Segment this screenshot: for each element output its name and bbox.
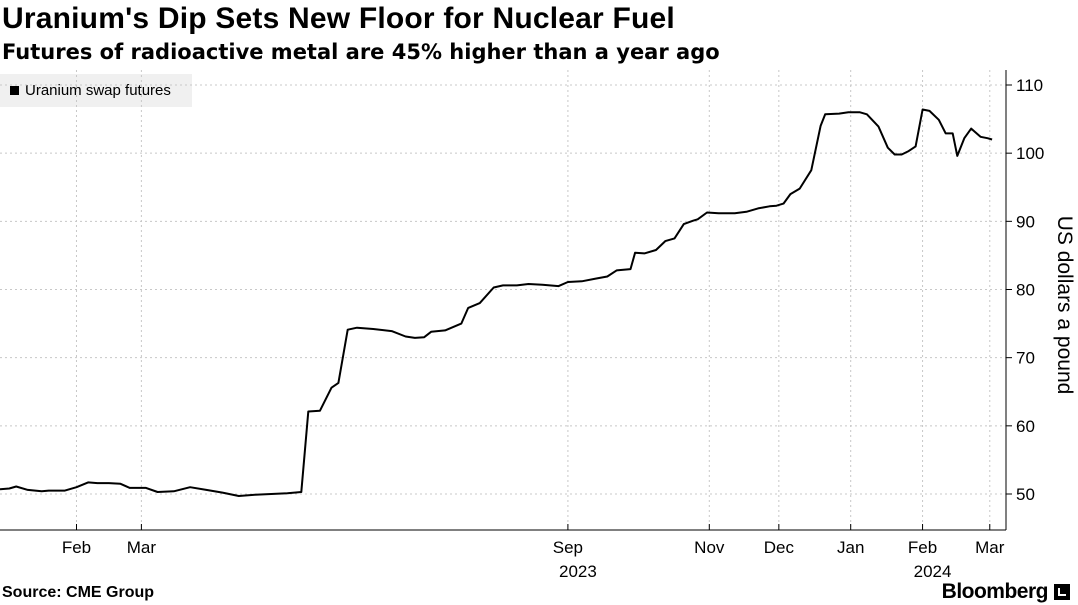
chart-title: Uranium's Dip Sets New Floor for Nuclear…	[2, 2, 675, 35]
brand-name: Bloomberg	[941, 580, 1049, 603]
y-tick-label: 100	[1016, 144, 1044, 163]
y-tick-label: 70	[1016, 349, 1035, 368]
bloomberg-logo: Bloomberg	[942, 580, 1070, 604]
legend: Uranium swap futures	[0, 74, 192, 107]
y-tick-label: 110	[1016, 76, 1043, 95]
x-tick-label: Sep	[553, 538, 583, 557]
x-tick-label: Mar	[975, 538, 1005, 557]
x-tick-label: Mar	[127, 538, 157, 557]
x-tick-label: Jan	[837, 538, 864, 557]
legend-label: Uranium swap futures	[25, 82, 171, 99]
x-tick-label: Dec	[764, 538, 795, 557]
bloomberg-terminal-icon	[1054, 584, 1070, 600]
y-tick-label: 50	[1016, 485, 1035, 504]
x-year-label: 2024	[914, 562, 952, 581]
y-tick-label: 80	[1016, 281, 1035, 300]
x-tick-label: Feb	[908, 538, 937, 557]
y-axis-label: US dollars a pound	[1053, 215, 1076, 395]
series-line-uranium-swap-futures	[0, 108, 993, 497]
x-tick-label: Nov	[694, 538, 725, 557]
y-tick-label: 90	[1016, 212, 1035, 231]
x-year-label: 2023	[559, 562, 597, 581]
source-note: Source: CME Group	[2, 584, 155, 601]
x-tick-label: Feb	[62, 538, 91, 557]
y-tick-label: 60	[1016, 417, 1035, 436]
chart-subtitle: Futures of radioactive metal are 45% hig…	[2, 40, 720, 64]
legend-swatch-icon	[10, 86, 19, 95]
